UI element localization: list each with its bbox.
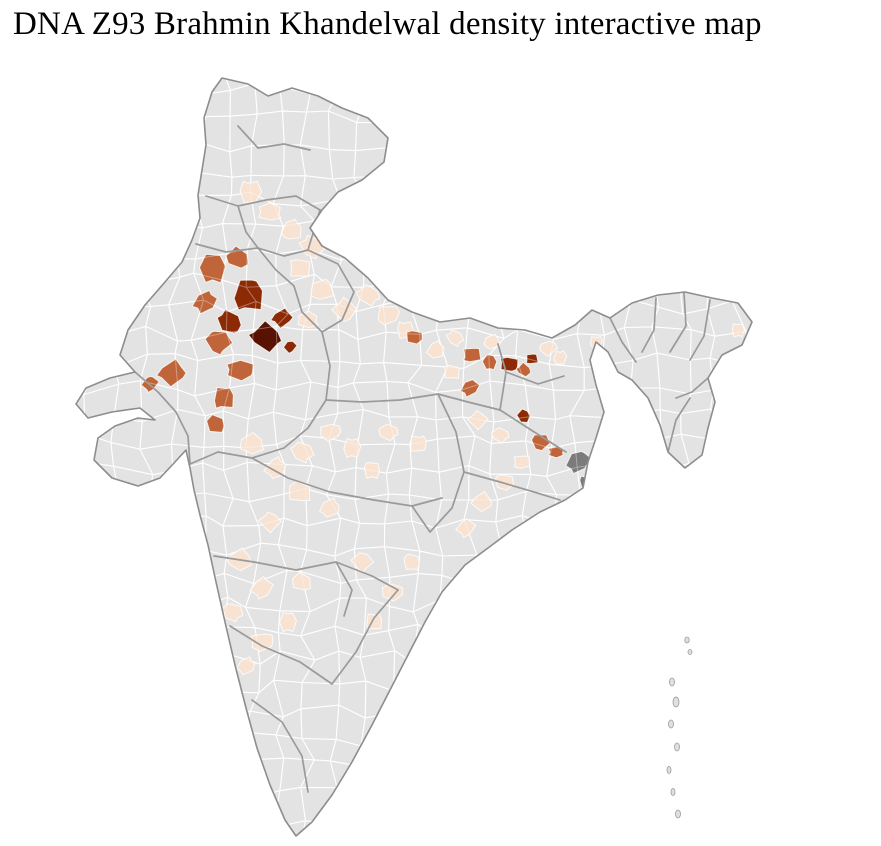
district-highest[interactable] — [247, 320, 283, 354]
district-low[interactable] — [355, 283, 381, 307]
district-medium[interactable] — [213, 387, 234, 409]
district-low[interactable] — [445, 329, 465, 348]
district-low[interactable] — [490, 427, 510, 444]
island — [675, 809, 681, 819]
district-low[interactable] — [410, 435, 427, 452]
island — [687, 649, 693, 655]
district-medium[interactable] — [198, 253, 227, 284]
island — [684, 636, 690, 644]
state-border-line — [251, 457, 443, 507]
district-low[interactable] — [444, 364, 460, 379]
state-border-line — [189, 331, 331, 465]
state-border-line — [335, 561, 353, 617]
state-borders — [134, 125, 711, 793]
island — [666, 766, 672, 774]
district-low[interactable] — [377, 305, 401, 326]
district-medium[interactable] — [226, 359, 254, 382]
district-low[interactable] — [403, 553, 420, 571]
state-border-line — [213, 555, 399, 591]
district-low[interactable] — [455, 518, 477, 539]
island — [674, 742, 680, 752]
district-low[interactable] — [239, 431, 265, 455]
district-medium[interactable] — [406, 330, 423, 345]
district-medium[interactable] — [155, 358, 187, 388]
india-outline — [75, 77, 753, 837]
district-medium[interactable] — [547, 445, 564, 459]
district-low[interactable] — [731, 323, 745, 338]
district-low[interactable] — [363, 462, 380, 480]
district-high[interactable] — [233, 279, 264, 311]
state-border-line — [229, 589, 399, 685]
district-low[interactable] — [258, 202, 282, 221]
district-medium[interactable] — [191, 289, 218, 315]
district-low[interactable] — [513, 455, 531, 470]
district-low[interactable] — [279, 611, 297, 633]
state-border-line — [463, 471, 561, 501]
district-medium[interactable] — [459, 378, 481, 398]
district-low[interactable] — [466, 409, 489, 431]
district-low[interactable] — [350, 552, 375, 574]
district-low[interactable] — [483, 333, 501, 350]
district-urban[interactable] — [565, 450, 592, 475]
district-low[interactable] — [248, 576, 274, 600]
district-low[interactable] — [291, 571, 312, 591]
district-low[interactable] — [289, 480, 311, 502]
district-high[interactable] — [269, 307, 294, 330]
state-border-line — [195, 243, 259, 253]
island — [670, 788, 676, 796]
india-landmass — [76, 78, 752, 836]
district-low[interactable] — [310, 278, 335, 300]
state-border-line — [609, 292, 711, 453]
state-border-line — [237, 125, 311, 151]
district-low[interactable] — [343, 437, 362, 459]
district-low[interactable] — [289, 441, 315, 464]
island — [669, 677, 675, 687]
district-low[interactable] — [257, 511, 282, 534]
district-low[interactable] — [470, 490, 493, 513]
district-low[interactable] — [280, 218, 302, 240]
district-low[interactable] — [320, 423, 342, 442]
state-border-line — [499, 409, 567, 453]
district-high[interactable] — [525, 353, 539, 365]
page-title: DNA Z93 Brahmin Khandelwal density inter… — [13, 6, 762, 42]
district-high[interactable] — [216, 308, 242, 334]
district-urban[interactable] — [579, 475, 595, 489]
state-border-line — [205, 195, 321, 211]
state-border-line — [251, 699, 309, 793]
district-low[interactable] — [553, 350, 568, 366]
island — [668, 719, 674, 729]
district-low[interactable] — [320, 227, 347, 251]
district-medium[interactable] — [481, 353, 498, 371]
district-low[interactable] — [539, 340, 558, 357]
island — [672, 696, 680, 708]
district-high[interactable] — [282, 340, 298, 355]
district-low[interactable] — [318, 497, 340, 518]
district-low[interactable] — [289, 259, 311, 278]
district-medium[interactable] — [206, 414, 225, 433]
state-border-line — [325, 393, 501, 411]
state-border-line — [505, 371, 565, 385]
district-low[interactable] — [263, 455, 288, 480]
district-low[interactable] — [425, 340, 445, 359]
state-border-line — [411, 393, 465, 533]
district-low[interactable] — [381, 583, 404, 602]
district-low[interactable] — [378, 423, 399, 442]
district-medium[interactable] — [462, 347, 482, 363]
district-low[interactable] — [330, 296, 358, 323]
district-high[interactable] — [516, 408, 531, 424]
state-border-line — [237, 205, 321, 257]
state-border-line — [134, 371, 191, 465]
district-medium[interactable] — [204, 330, 234, 356]
andaman-islands — [666, 636, 693, 819]
